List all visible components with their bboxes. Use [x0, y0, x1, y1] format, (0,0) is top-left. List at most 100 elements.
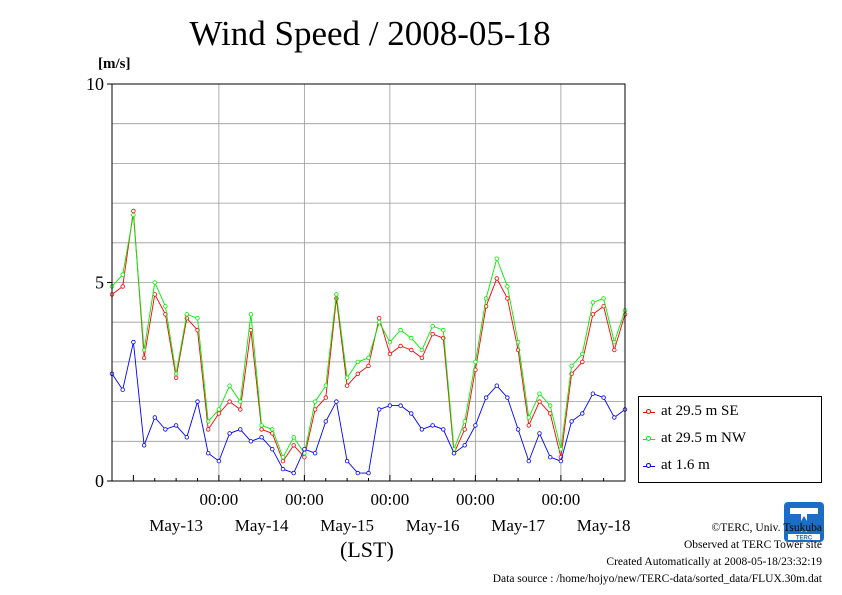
- data-point: [216, 458, 222, 464]
- data-point: [270, 447, 275, 452]
- data-point: [548, 403, 553, 408]
- x-time-label: 00:00: [456, 490, 495, 509]
- data-point: [590, 300, 596, 305]
- data-point: [280, 458, 286, 464]
- data-point: [120, 387, 125, 392]
- data-point: [152, 415, 157, 420]
- legend-label-low: at 1.6 m: [661, 457, 710, 473]
- data-point: [483, 395, 489, 400]
- data-point: [259, 427, 264, 432]
- data-point: [387, 351, 393, 357]
- legend-label-se: at 29.5 m SE: [661, 403, 739, 419]
- data-point: [473, 423, 478, 428]
- data-point: [205, 451, 211, 456]
- data-point: [216, 411, 222, 416]
- data-point: [238, 427, 243, 432]
- data-point: [377, 407, 382, 412]
- data-point: [323, 419, 328, 424]
- data-point: [494, 383, 499, 388]
- data-point: [430, 423, 435, 428]
- data-point: [173, 371, 179, 376]
- y-axis-unit: [m/s]: [98, 56, 131, 72]
- data-point: [409, 347, 414, 353]
- data-point: [291, 435, 296, 440]
- data-point: [515, 427, 521, 432]
- data-point: [355, 470, 360, 476]
- data-point: [227, 383, 232, 388]
- data-point: [505, 395, 510, 400]
- data-point: [366, 363, 371, 369]
- data-point: [195, 399, 200, 404]
- data-point: [131, 212, 136, 218]
- data-point: [580, 351, 585, 357]
- data-point: [505, 296, 510, 301]
- data-point: [612, 339, 617, 345]
- terc-logo-icon: TERC: [784, 502, 824, 542]
- data-point: [280, 455, 286, 460]
- data-point: [152, 280, 157, 285]
- data-point: [558, 447, 564, 452]
- data-point: [537, 399, 542, 404]
- series-line-1: [111, 214, 626, 459]
- data-point: [312, 399, 318, 404]
- data-point: [184, 435, 189, 440]
- credit-copyright: ©TERC, Univ. Tsukuba: [711, 522, 822, 534]
- data-point: [569, 363, 574, 369]
- data-point: [238, 399, 243, 404]
- data-point: [409, 411, 414, 416]
- data-point: [141, 355, 147, 361]
- credit-observed: Observed at TERC Tower site: [683, 539, 822, 551]
- data-point: [163, 304, 168, 309]
- x-date-label: May-13: [149, 516, 203, 535]
- data-point: [430, 324, 435, 329]
- x-date-label: May-15: [320, 516, 374, 535]
- x-date-label: May-14: [235, 516, 289, 535]
- data-point: [323, 383, 328, 388]
- x-time-label: 00:00: [285, 490, 324, 509]
- data-point: [280, 466, 286, 472]
- data-point: [580, 359, 585, 365]
- data-point: [205, 419, 211, 424]
- data-point: [227, 399, 232, 404]
- data-point: [259, 435, 264, 440]
- data-point: [387, 339, 393, 345]
- data-point: [312, 451, 318, 456]
- data-point: [526, 458, 531, 464]
- data-point: [302, 455, 307, 460]
- data-point: [462, 419, 467, 424]
- data-point: [120, 272, 125, 277]
- data-point: [377, 320, 382, 325]
- data-point: [248, 312, 254, 317]
- data-point: [163, 427, 168, 432]
- data-point: [344, 375, 350, 380]
- data-point: [387, 403, 393, 408]
- y-tick-label: 10: [86, 74, 104, 94]
- data-point: [505, 284, 510, 289]
- data-point: [398, 343, 403, 349]
- data-point: [537, 391, 542, 396]
- data-point: [515, 339, 521, 345]
- data-point: [270, 427, 275, 432]
- data-point: [141, 443, 147, 448]
- chart-title: Wind Speed / 2008-05-18: [189, 14, 551, 53]
- data-point: [291, 443, 296, 448]
- data-point: [238, 407, 243, 412]
- data-point: [548, 455, 553, 460]
- data-point: [302, 447, 307, 452]
- data-point: [259, 423, 264, 428]
- data-point: [494, 276, 499, 281]
- x-time-label: 00:00: [371, 490, 410, 509]
- data-point: [441, 427, 446, 432]
- logo-text: TERC: [796, 536, 813, 542]
- data-point: [205, 427, 211, 432]
- data-point: [398, 327, 403, 333]
- x-date-label: May-17: [491, 516, 545, 535]
- data-point: [462, 443, 467, 448]
- data-point: [366, 470, 371, 476]
- data-point: [248, 439, 254, 444]
- data-point: [131, 208, 136, 214]
- data-point: [419, 355, 425, 361]
- data-point: [419, 347, 425, 353]
- data-point: [141, 347, 147, 353]
